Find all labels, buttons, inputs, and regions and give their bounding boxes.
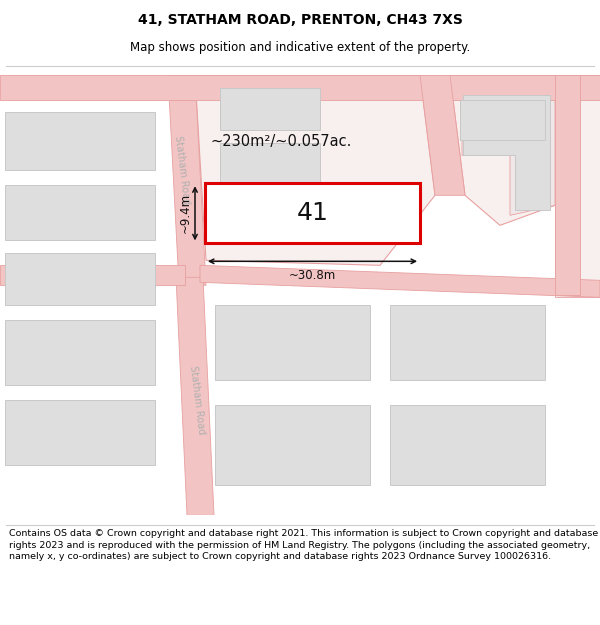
Text: ~230m²/~0.057ac.: ~230m²/~0.057ac. [210,134,352,149]
Polygon shape [168,76,206,285]
Text: Statham Road: Statham Road [173,136,191,205]
Bar [220,143,320,185]
Polygon shape [176,278,214,515]
Polygon shape [0,76,600,101]
Bar [390,305,545,380]
Text: Contains OS data © Crown copyright and database right 2021. This information is : Contains OS data © Crown copyright and d… [9,529,598,561]
Bar [215,405,370,485]
Polygon shape [462,76,555,215]
Bar [5,400,155,465]
Bar [460,100,545,140]
Polygon shape [420,76,465,195]
Polygon shape [195,76,435,265]
Polygon shape [555,76,580,295]
Bar [205,183,420,243]
Bar [215,305,370,380]
Polygon shape [555,76,600,298]
Text: ~30.8m: ~30.8m [289,269,336,282]
Bar [5,112,155,170]
Text: Statham Road: Statham Road [188,366,206,435]
Text: 41, STATHAM ROAD, PRENTON, CH43 7XS: 41, STATHAM ROAD, PRENTON, CH43 7XS [137,13,463,27]
Polygon shape [450,76,555,225]
Polygon shape [200,265,600,298]
Bar [220,88,320,131]
Text: ~9.4m: ~9.4m [179,193,192,233]
Bar [5,320,155,385]
Text: Map shows position and indicative extent of the property.: Map shows position and indicative extent… [130,41,470,54]
Bar [390,405,545,485]
Polygon shape [0,265,185,285]
Bar [220,204,320,242]
Bar [5,185,155,240]
Text: 41: 41 [296,201,328,225]
Polygon shape [463,96,550,210]
Bar [5,253,155,305]
